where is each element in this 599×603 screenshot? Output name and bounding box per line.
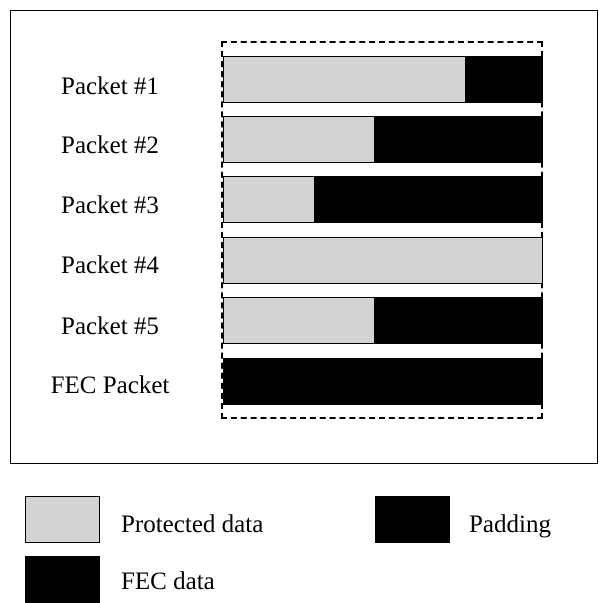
fec-protection-group — [221, 41, 543, 419]
fec-packet-label: FEC Packet — [50, 372, 170, 399]
packet-4-protected-segment — [224, 238, 542, 283]
packet-2-protected-segment — [224, 117, 375, 162]
legend-padding-swatch — [375, 496, 450, 543]
diagram-frame — [10, 10, 598, 464]
packet-3-bar — [223, 176, 543, 223]
legend-protected-swatch — [25, 496, 100, 543]
packet-3-label: Packet #3 — [61, 192, 159, 219]
packet-5-label: Packet #5 — [61, 313, 159, 340]
packet-2-bar — [223, 116, 543, 163]
packet-5-protected-segment — [224, 298, 375, 343]
packet-1-label: Packet #1 — [61, 73, 159, 100]
packet-5-bar — [223, 297, 543, 344]
legend-protected-label: Protected data — [121, 511, 264, 538]
packet-4-bar — [223, 237, 543, 284]
packet-3-protected-segment — [224, 177, 315, 222]
legend-padding-label: Padding — [469, 511, 551, 538]
packet-2-label: Packet #2 — [61, 132, 159, 159]
packet-1-bar — [223, 56, 543, 103]
fec-packet-bar — [223, 358, 543, 405]
legend-fec-swatch — [25, 556, 100, 603]
packet-4-label: Packet #4 — [61, 252, 159, 279]
legend-fec-label: FEC data — [121, 568, 215, 595]
packet-1-protected-segment — [224, 57, 466, 102]
